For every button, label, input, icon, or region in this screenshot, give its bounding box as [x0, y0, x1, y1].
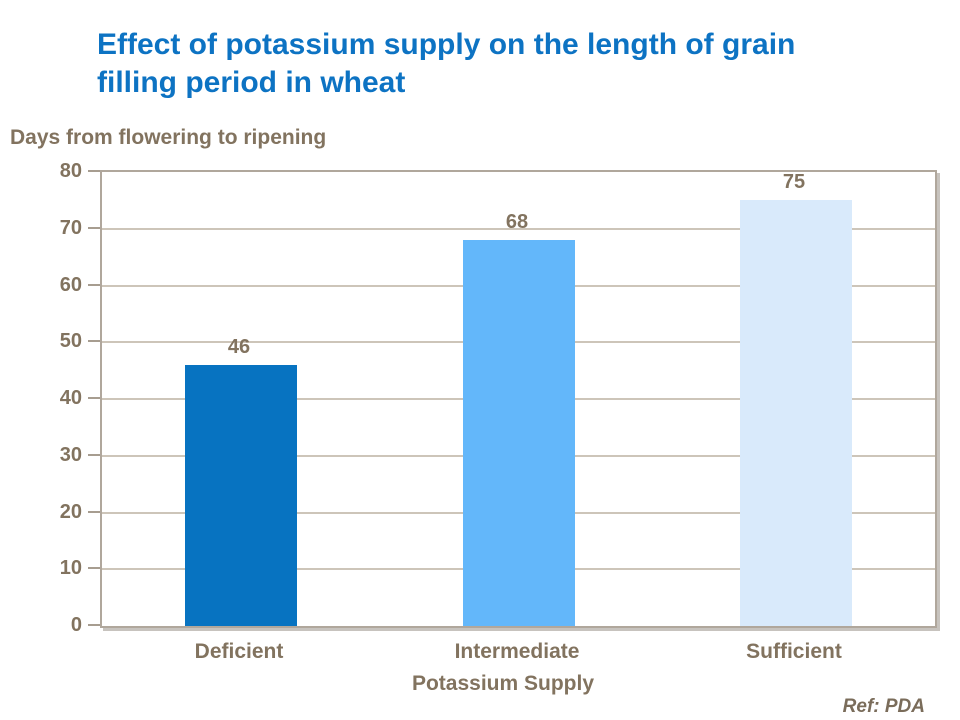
bar-sufficient	[740, 200, 852, 626]
x-tick-label-sufficient: Sufficient	[746, 640, 842, 663]
y-tick-label-80: 80	[59, 160, 82, 182]
x-tick-label-deficient: Deficient	[194, 640, 284, 663]
chart-title-line-1: Effect of potassium supply on the length…	[97, 28, 796, 61]
value-label-intermediate: 68	[505, 211, 529, 233]
y-tick-label-40: 40	[59, 387, 82, 409]
chart-title: Effect of potassium supply on the length…	[97, 26, 927, 102]
y-axis-title: Days from flowering to ripening	[10, 126, 327, 149]
y-tick-mark-70	[88, 227, 100, 229]
chart-title-line-2: filling period in wheat	[97, 66, 406, 99]
y-tick-mark-30	[88, 454, 100, 456]
bar-deficient	[185, 365, 297, 626]
y-tick-mark-10	[88, 567, 100, 569]
value-label-deficient: 46	[227, 336, 251, 358]
y-tick-label-10: 10	[59, 557, 82, 579]
y-tick-label-70: 70	[59, 217, 82, 239]
gridline-70	[102, 228, 935, 230]
x-axis-title: Potassium Supply	[411, 672, 595, 695]
reference-note: Ref: PDA	[842, 696, 925, 717]
value-label-sufficient: 75	[782, 171, 806, 193]
y-tick-mark-80	[88, 170, 100, 172]
y-tick-mark-50	[88, 340, 100, 342]
y-tick-label-30: 30	[59, 444, 82, 466]
plot-area	[100, 170, 937, 628]
y-tick-mark-60	[88, 284, 100, 286]
y-tick-label-50: 50	[59, 330, 82, 352]
x-tick-label-intermediate: Intermediate	[454, 640, 580, 663]
bar-intermediate	[463, 240, 575, 626]
y-tick-label-0: 0	[70, 614, 82, 636]
y-tick-mark-0	[88, 624, 100, 626]
y-tick-mark-40	[88, 397, 100, 399]
y-tick-label-20: 20	[59, 501, 82, 523]
y-tick-label-60: 60	[59, 274, 82, 296]
y-tick-mark-20	[88, 511, 100, 513]
